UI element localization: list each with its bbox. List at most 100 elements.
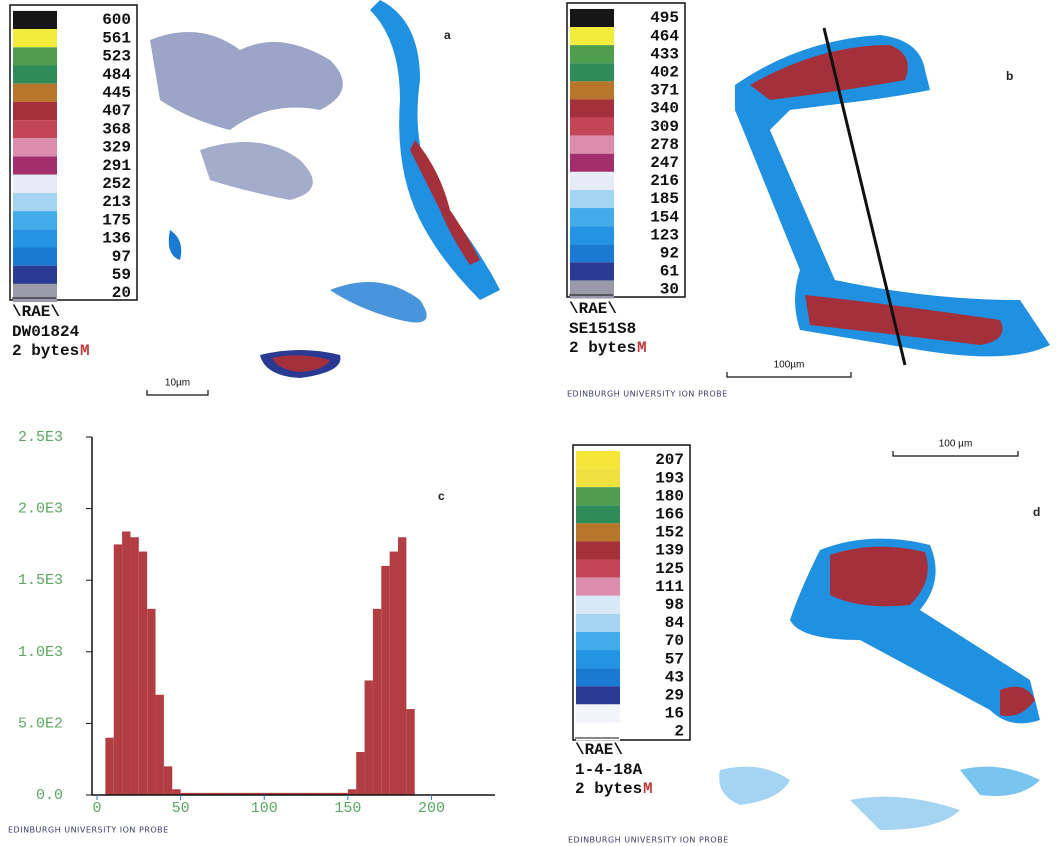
color-swatch: [570, 280, 614, 298]
image-blob: [330, 282, 427, 323]
color-swatch: [13, 193, 57, 211]
scale-value: 291: [102, 157, 131, 175]
scale-value: 278: [650, 136, 679, 154]
color-swatch: [576, 704, 620, 722]
color-swatch: [570, 208, 614, 226]
scale-value: 16: [665, 705, 684, 723]
color-swatch: [576, 668, 620, 686]
scale-bar: [727, 372, 851, 377]
scale-value: 329: [102, 139, 131, 157]
scale-value: 600: [102, 11, 131, 29]
scale-value: 495: [650, 9, 679, 27]
color-swatch: [576, 686, 620, 704]
color-swatch: [570, 45, 614, 63]
footer: EDINBURGH UNIVERSITY ION PROBE: [568, 836, 729, 845]
rae-label: \RAE\: [575, 741, 623, 759]
scale-value: 152: [655, 524, 684, 542]
scale-value: 29: [665, 687, 684, 705]
rae-label: \RAE\: [569, 300, 617, 318]
scale-value: 97: [112, 248, 131, 266]
scale-value: 154: [650, 208, 679, 226]
scale-value: 92: [660, 245, 679, 263]
color-swatch: [570, 81, 614, 99]
footer: EDINBURGH UNIVERSITY ION PROBE: [567, 390, 728, 399]
sample-id: SE151S8: [569, 320, 636, 338]
scale-value: 252: [102, 175, 131, 193]
color-swatch: [570, 190, 614, 208]
color-swatch: [570, 172, 614, 190]
color-swatch: [570, 136, 614, 154]
color-swatch: [570, 118, 614, 136]
scale-value: 43: [665, 668, 684, 686]
scale-value: 402: [650, 64, 679, 82]
color-swatch: [13, 248, 57, 266]
histogram-bar: [122, 532, 130, 795]
scale-bar-label: 100µm: [774, 360, 805, 371]
scale-value: 2: [674, 723, 684, 741]
color-swatch: [576, 650, 620, 668]
y-tick-label: 0.0: [36, 787, 63, 804]
x-tick-label: 50: [172, 800, 190, 817]
histogram-bar: [130, 537, 138, 795]
color-swatch: [570, 99, 614, 117]
image-blob: [960, 767, 1040, 796]
footer: EDINBURGH UNIVERSITY ION PROBE: [8, 826, 169, 835]
y-tick-label: 2.5E3: [18, 429, 63, 446]
color-swatch: [570, 27, 614, 45]
color-swatch: [13, 29, 57, 47]
histogram-bar: [114, 544, 122, 795]
scale-value: 445: [102, 84, 131, 102]
color-swatch: [576, 560, 620, 578]
color-swatch: [13, 102, 57, 120]
y-tick-label: 2.0E3: [18, 501, 63, 518]
bytes-mark: M: [637, 339, 647, 357]
x-tick-label: 0: [93, 800, 102, 817]
panel-letter: a: [444, 28, 451, 42]
image-blob: [830, 547, 928, 607]
color-swatch: [13, 175, 57, 193]
scale-value: 309: [650, 118, 679, 136]
scale-value: 180: [655, 487, 684, 505]
bytes-mark: M: [643, 780, 653, 798]
scale-value: 464: [650, 27, 679, 45]
sample-id: DW01824: [12, 323, 80, 341]
scale-value: 216: [650, 172, 679, 190]
scale-value: 139: [655, 542, 684, 560]
color-swatch: [576, 541, 620, 559]
ion-image-b: [735, 28, 1050, 365]
scale-value: 407: [102, 102, 131, 120]
histogram-bar: [398, 537, 406, 795]
color-swatch: [570, 154, 614, 172]
scale-value: 61: [660, 263, 679, 281]
scale-value: 371: [650, 82, 679, 100]
color-swatch: [576, 578, 620, 596]
histogram-bar: [373, 609, 381, 795]
scale-value: 84: [665, 614, 685, 632]
scale-bar-label: 100 µm: [939, 439, 973, 450]
bytes-label: 2 bytes: [569, 339, 636, 357]
scale-value: 136: [102, 230, 131, 248]
color-swatch: [13, 211, 57, 229]
scale-value: 123: [650, 226, 679, 244]
color-swatch: [13, 138, 57, 156]
color-swatch: [576, 614, 620, 632]
x-tick-label: 150: [334, 800, 361, 817]
color-swatch: [576, 451, 620, 469]
histogram-bar: [147, 609, 155, 795]
scale-bar: [147, 390, 208, 395]
histogram-bar: [172, 789, 180, 795]
scale-value: 561: [102, 29, 131, 47]
color-swatch: [576, 469, 620, 487]
scale-value: 59: [112, 266, 131, 284]
color-swatch: [570, 9, 614, 27]
color-swatch: [13, 157, 57, 175]
image-blob: [169, 230, 182, 260]
histogram-bar: [381, 566, 389, 795]
color-swatch: [570, 63, 614, 81]
histogram-bar: [105, 738, 113, 795]
color-swatch: [13, 11, 57, 29]
color-swatch: [576, 487, 620, 505]
color-swatch: [13, 84, 57, 102]
scale-value: 247: [650, 154, 679, 172]
scale-value: 70: [665, 632, 684, 650]
